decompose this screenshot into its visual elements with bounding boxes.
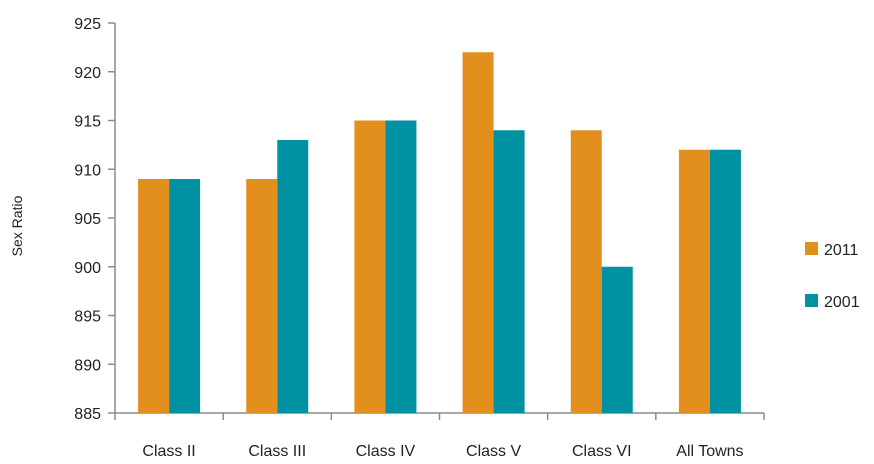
- x-tick-label: Class III: [248, 443, 306, 459]
- bars: [138, 52, 741, 413]
- legend-label: 2011: [824, 242, 859, 259]
- bar-2011-1: [246, 179, 278, 413]
- x-tick-label: Class II: [142, 443, 195, 459]
- bar-2011-4: [570, 130, 602, 413]
- bar-2001-2: [385, 120, 417, 413]
- bar-2001-0: [169, 179, 201, 413]
- y-tick-label: 885: [74, 406, 101, 423]
- y-tick-label: 910: [74, 162, 101, 179]
- y-axis-label: Sex Ratio: [9, 195, 25, 256]
- y-tick-label: 915: [74, 114, 101, 131]
- bar-2001-1: [277, 140, 309, 413]
- legend-swatch: [805, 294, 818, 307]
- y-tick-label: 920: [74, 65, 101, 82]
- bar-2011-3: [462, 52, 494, 413]
- bar-2001-4: [601, 266, 633, 413]
- legend: 2011 2001: [805, 242, 860, 311]
- y-tick-label: 890: [74, 357, 101, 374]
- bar-2001-3: [493, 130, 525, 413]
- y-tick-label: 905: [74, 211, 101, 228]
- y-tick-label: 895: [74, 309, 101, 326]
- bar-2011-0: [138, 179, 170, 413]
- bar-2011-5: [678, 149, 710, 413]
- y-tick-label: 900: [74, 260, 101, 277]
- legend-swatch: [805, 242, 818, 255]
- bar-2001-5: [709, 149, 741, 413]
- y-axis: 885 890 895 900 905 910 915 920 925: [74, 16, 116, 423]
- x-tick-label: Class V: [466, 443, 521, 459]
- y-tick-label: 925: [74, 16, 101, 33]
- legend-label: 2001: [824, 294, 860, 311]
- x-tick-label: Class IV: [356, 443, 416, 459]
- x-tick-label: Class VI: [572, 443, 632, 459]
- x-tick-label: All Towns: [676, 443, 743, 459]
- x-axis: Class II Class III Class IV Class V Class VI…: [114, 412, 765, 460]
- bar-2011-2: [354, 120, 386, 413]
